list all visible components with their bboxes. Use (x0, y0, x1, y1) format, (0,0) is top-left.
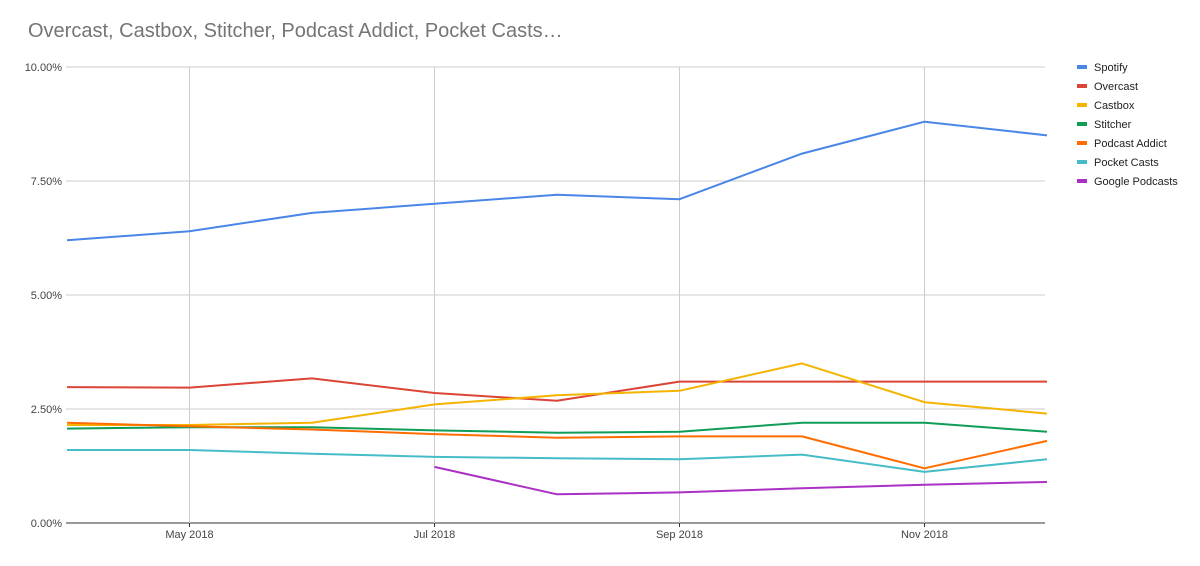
legend-label-pocket-casts: Pocket Casts (1094, 157, 1159, 169)
y-tick-label: 7.50% (31, 176, 62, 188)
series-line-google-podcasts (434, 465, 1048, 496)
series-line-pocket-casts (67, 449, 1048, 473)
legend-swatch-podcast-addict (1077, 141, 1087, 145)
y-tick-label: 10.00% (25, 62, 63, 74)
series-line-spotify (66, 120, 1048, 242)
series-lines (66, 120, 1048, 496)
legend-label-stitcher: Stitcher (1094, 119, 1132, 131)
legend-label-castbox: Castbox (1094, 100, 1135, 112)
legend-swatch-spotify (1077, 65, 1087, 69)
legend-label-google-podcasts: Google Podcasts (1094, 176, 1178, 188)
legend-label-overcast: Overcast (1094, 81, 1138, 93)
y-tick-label: 5.00% (31, 290, 62, 302)
legend-swatch-overcast (1077, 84, 1087, 88)
x-tick-label: Jul 2018 (414, 529, 456, 541)
x-axis-tick-labels: May 2018 Jul 2018 Sep 2018 Nov 2018 (165, 529, 948, 541)
chart-title: Overcast, Castbox, Stitcher, Podcast Add… (28, 20, 563, 42)
series-line-podcast-addict (66, 421, 1048, 470)
x-tick-label: Sep 2018 (656, 529, 703, 541)
legend-label-spotify: Spotify (1094, 62, 1128, 74)
y-tick-label: 0.00% (31, 518, 62, 530)
legend: Spotify Overcast Castbox Stitcher Podcast Ad… (1077, 62, 1178, 188)
legend-swatch-pocket-casts (1077, 160, 1087, 164)
y-tick-label: 2.50% (31, 404, 62, 416)
legend-swatch-google-podcasts (1077, 179, 1087, 183)
legend-swatch-stitcher (1077, 122, 1087, 126)
legend-label-podcast-addict: Podcast Addict (1094, 138, 1167, 150)
x-tick-label: Nov 2018 (901, 529, 948, 541)
series-line-castbox (67, 362, 1048, 426)
legend-swatch-castbox (1077, 103, 1087, 107)
y-axis-tick-labels: 0.00% 2.50% 5.00% 7.50% 10.00% (25, 62, 63, 530)
series-line-overcast (66, 377, 1047, 402)
gridlines (66, 66, 1045, 527)
x-tick-label: May 2018 (165, 529, 213, 541)
